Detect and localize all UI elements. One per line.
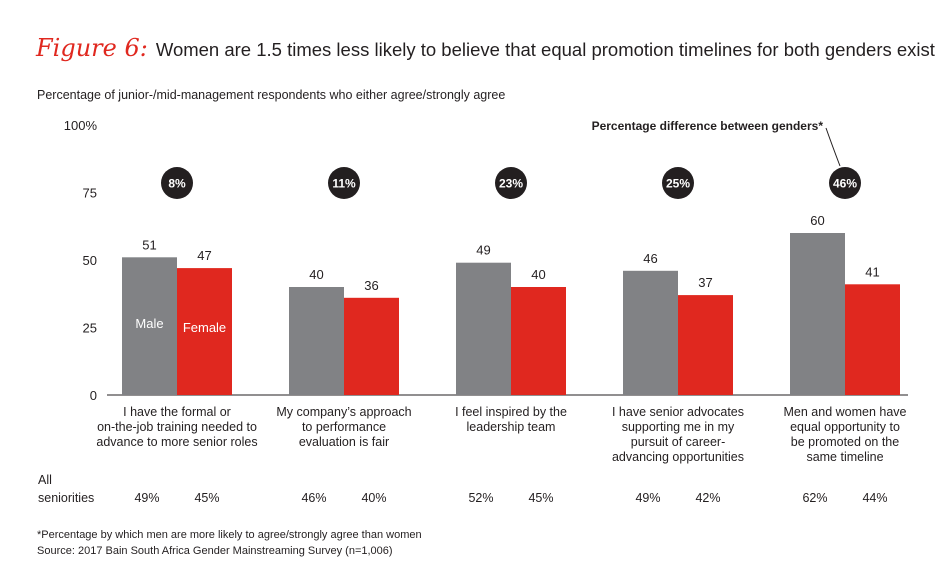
data-label-male: 49 [476, 243, 490, 258]
difference-badge-value: 8% [168, 177, 186, 191]
figure-label: Figure 6: [36, 34, 148, 62]
difference-badge [328, 167, 360, 199]
data-label-female: 41 [865, 264, 879, 279]
data-label-female: 37 [698, 275, 712, 290]
data-label-female: 40 [531, 267, 545, 282]
y-tick-label: 0 [90, 388, 97, 403]
data-label-male: 51 [142, 237, 156, 252]
all-seniorities-female: 42% [695, 491, 720, 505]
all-seniorities-label: seniorities [38, 491, 94, 505]
difference-badge-value: 25% [666, 177, 690, 191]
bar-male [456, 262, 511, 395]
bar-male [289, 287, 344, 395]
data-label-female: 47 [197, 248, 211, 263]
legend-male-label: Male [135, 316, 163, 331]
category-label: My company’s approach [276, 405, 411, 419]
bar-male [790, 233, 845, 395]
footnote: *Percentage by which men are more likely… [37, 529, 422, 541]
y-tick-label: 100% [64, 118, 98, 133]
data-label-male: 46 [643, 251, 657, 266]
category-label: Men and women have [784, 405, 907, 419]
difference-badge-value: 46% [833, 177, 857, 191]
category-label: pursuit of career- [631, 435, 725, 449]
bar-female [678, 295, 733, 395]
bar-female [344, 297, 399, 395]
all-seniorities-male: 62% [802, 491, 827, 505]
category-label: I feel inspired by the [455, 405, 567, 419]
data-label-female: 36 [364, 278, 378, 293]
all-seniorities-female: 40% [361, 491, 386, 505]
callout-pointer-line [825, 127, 841, 167]
category-label: equal opportunity to [790, 420, 900, 434]
category-label: be promoted on the [791, 435, 899, 449]
y-tick-label: 25 [83, 321, 97, 336]
difference-badge-value: 23% [499, 177, 523, 191]
difference-badge [161, 167, 193, 199]
category-label: to performance [302, 420, 386, 434]
category-label: I have the formal or [123, 405, 231, 419]
category-label: on-the-job training needed to [97, 420, 257, 434]
bar-female [845, 284, 900, 395]
bar-female [511, 287, 566, 395]
all-seniorities-female: 45% [194, 491, 219, 505]
category-label: evaluation is fair [299, 435, 389, 449]
category-label: leadership team [467, 420, 556, 434]
difference-badge [829, 167, 861, 199]
bar-female [177, 268, 232, 395]
difference-badge [662, 167, 694, 199]
figure-title: Women are 1.5 times less likely to belie… [155, 39, 935, 60]
category-label: I have senior advocates [612, 405, 744, 419]
data-label-male: 40 [309, 267, 323, 282]
bar-male [122, 257, 177, 395]
legend-female-label: Female [183, 320, 226, 335]
figure-title-row: Figure 6: Women are 1.5 times less likely… [36, 34, 935, 62]
category-label: same timeline [806, 450, 883, 464]
all-seniorities-male: 49% [134, 491, 159, 505]
all-seniorities-female: 45% [528, 491, 553, 505]
category-label: advancing opportunities [612, 450, 744, 464]
difference-badge [495, 167, 527, 199]
y-tick-label: 50 [83, 253, 97, 268]
all-seniorities-male: 52% [468, 491, 493, 505]
all-seniorities-label: All [38, 473, 52, 487]
all-seniorities-male: 46% [301, 491, 326, 505]
chart-subtitle: Percentage of junior-/mid-management res… [37, 88, 506, 102]
bar-male [623, 270, 678, 395]
difference-callout: Percentage difference between genders* [592, 119, 824, 133]
data-label-male: 60 [810, 213, 824, 228]
difference-badge-value: 11% [332, 177, 356, 191]
category-label: advance to more senior roles [96, 435, 257, 449]
category-label: supporting me in my [622, 420, 735, 434]
y-tick-label: 75 [83, 186, 97, 201]
all-seniorities-male: 49% [635, 491, 660, 505]
all-seniorities-female: 44% [862, 491, 887, 505]
source-note: Source: 2017 Bain South Africa Gender Ma… [37, 545, 393, 557]
